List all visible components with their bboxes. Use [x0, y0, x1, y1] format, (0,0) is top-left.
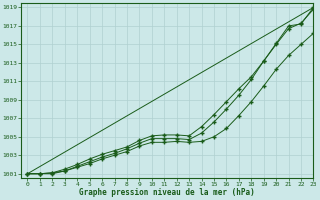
X-axis label: Graphe pression niveau de la mer (hPa): Graphe pression niveau de la mer (hPa)	[79, 188, 255, 197]
